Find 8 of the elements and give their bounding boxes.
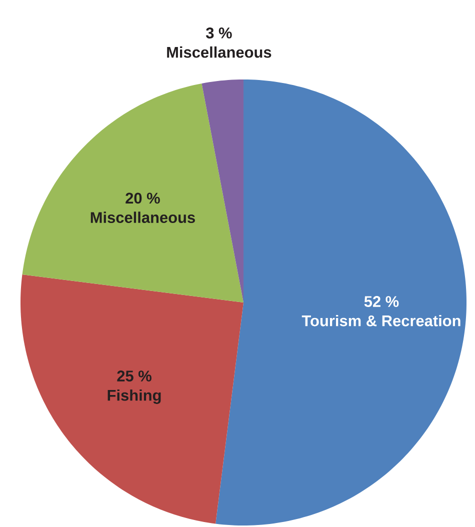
slice-label: Fishing	[108, 389, 161, 404]
slice-label: Miscellaneous	[90, 212, 195, 223]
data-label: 3 %	[206, 27, 232, 38]
data-label: 52 %	[364, 296, 399, 307]
data-label: 25 %	[117, 370, 152, 382]
data-label: 20 %	[126, 192, 160, 204]
slice-label: Tourism & Recreation	[302, 314, 460, 326]
slice-label: Miscellaneous	[167, 46, 272, 58]
